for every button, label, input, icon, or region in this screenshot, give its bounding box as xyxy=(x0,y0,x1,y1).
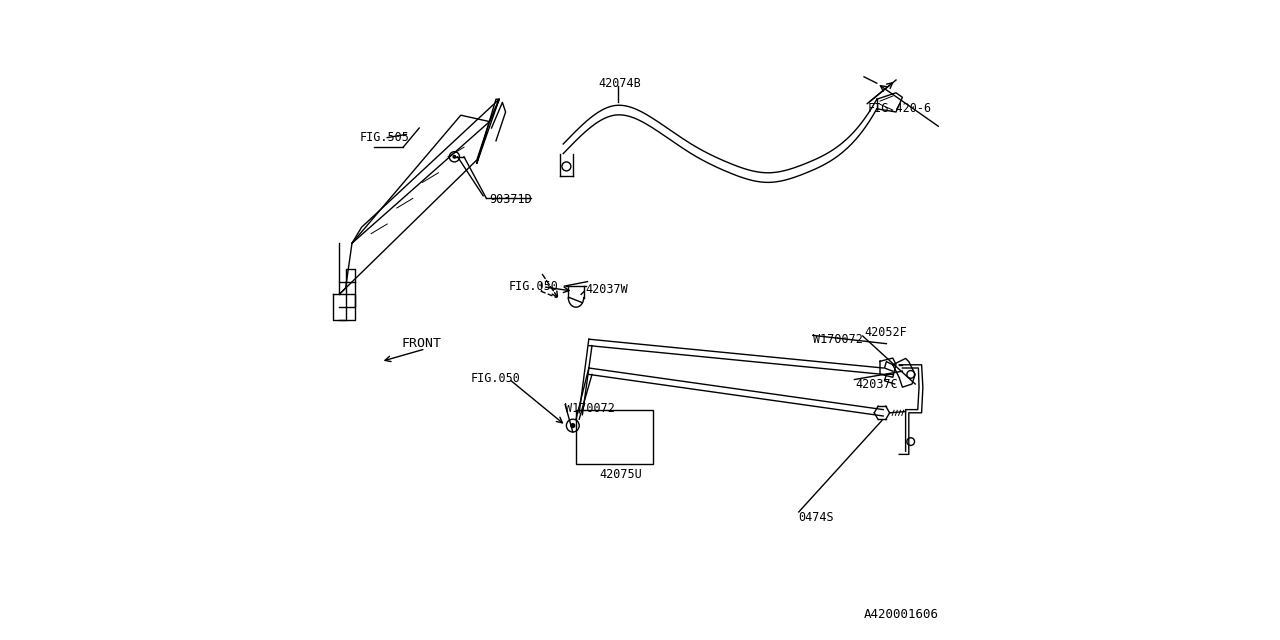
Text: 0474S: 0474S xyxy=(799,511,835,524)
Text: FRONT: FRONT xyxy=(402,337,442,350)
Text: 42037W: 42037W xyxy=(585,283,628,296)
Text: FIG.505: FIG.505 xyxy=(360,131,410,144)
Text: FIG.420-6: FIG.420-6 xyxy=(868,102,932,115)
Text: 42074B: 42074B xyxy=(599,77,641,90)
Bar xyxy=(576,410,653,464)
Circle shape xyxy=(571,424,575,428)
Text: 42075U: 42075U xyxy=(600,468,643,481)
Text: FIG.050: FIG.050 xyxy=(471,372,520,385)
Text: W170072: W170072 xyxy=(566,402,614,415)
Text: FIG.050: FIG.050 xyxy=(508,280,558,293)
Text: A420001606: A420001606 xyxy=(864,608,940,621)
Text: 42052F: 42052F xyxy=(864,326,906,339)
Text: W170072: W170072 xyxy=(813,333,863,346)
Text: 90371D: 90371D xyxy=(490,193,532,206)
Circle shape xyxy=(453,156,456,158)
Text: 42037C: 42037C xyxy=(855,378,899,390)
